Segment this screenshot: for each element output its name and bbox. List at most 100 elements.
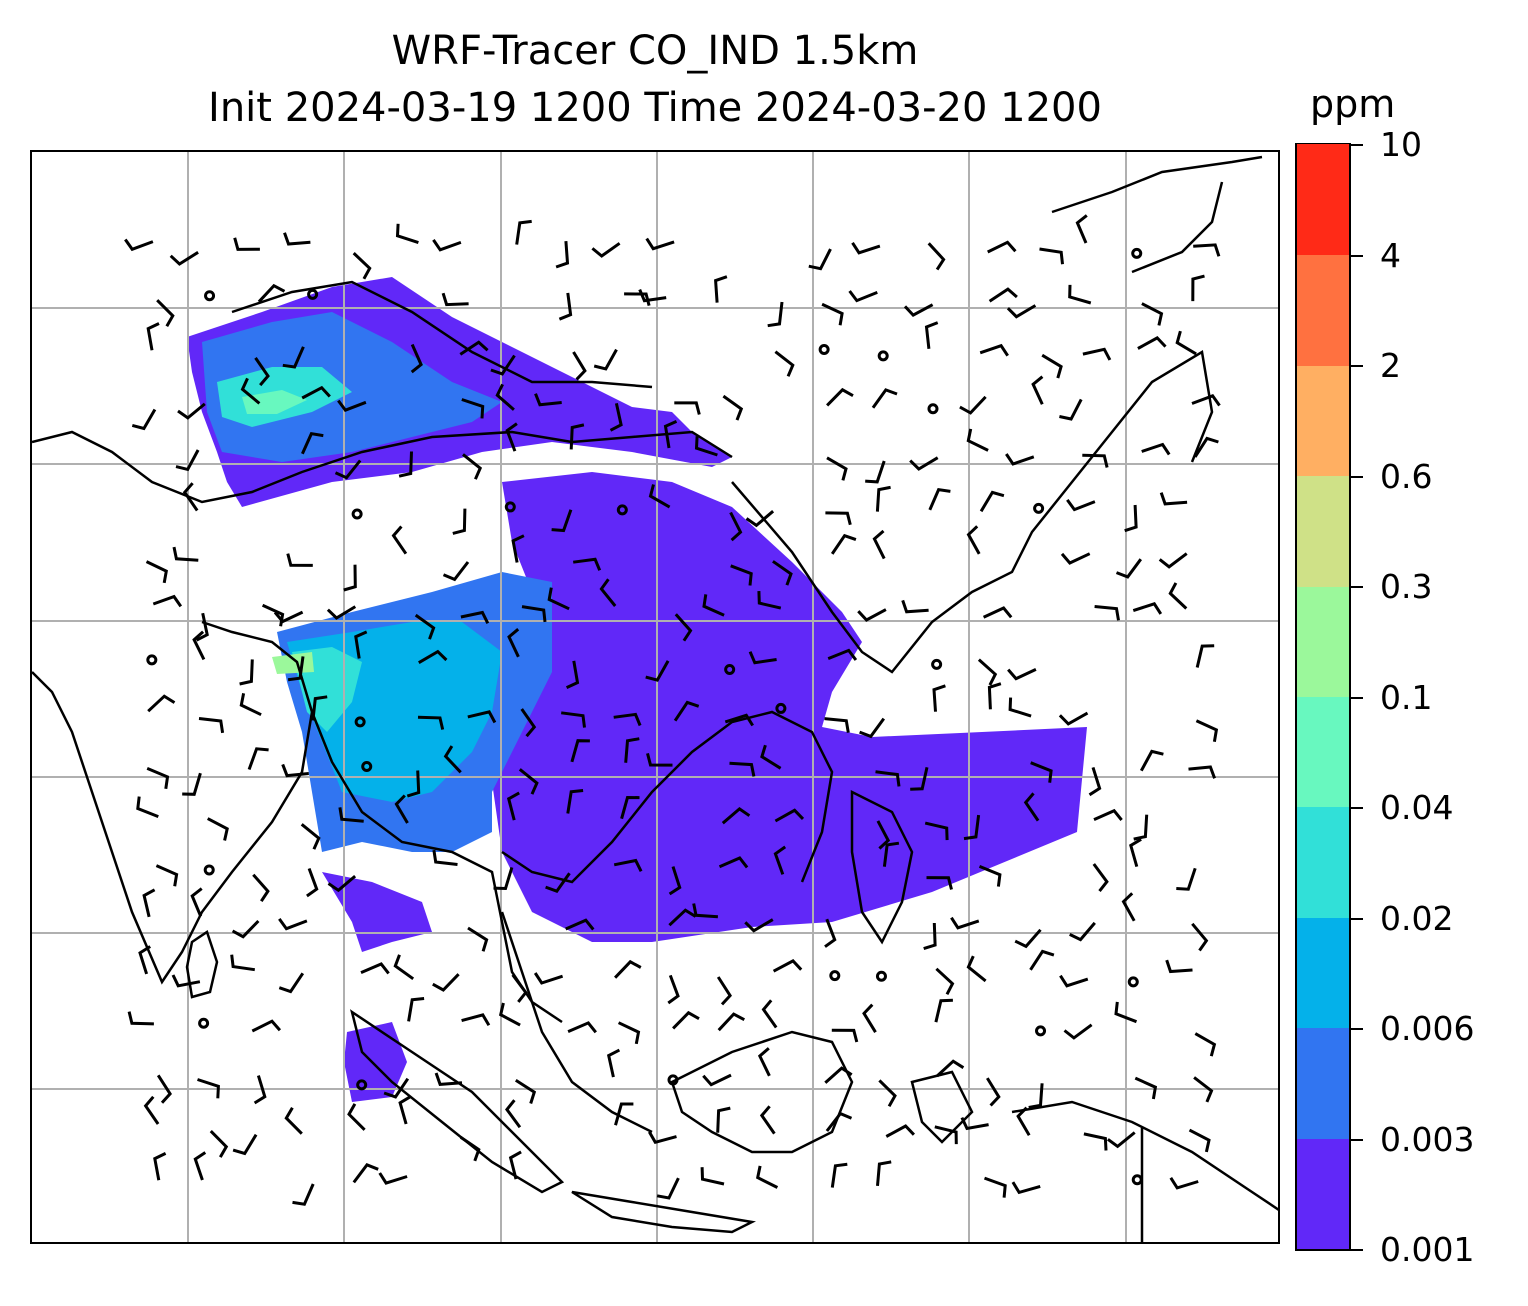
wind-barb: [667, 974, 680, 1005]
wind-barb: [1058, 711, 1089, 726]
wind-barb: [966, 955, 987, 983]
wind-barb: [774, 350, 795, 377]
wind-barb: [825, 511, 852, 526]
wind-barb: [876, 820, 891, 850]
wind-barb: [169, 251, 199, 266]
wind-barb: [1132, 602, 1163, 615]
wind-barb: [1195, 644, 1215, 668]
wind-barb: [872, 529, 886, 560]
wind-barb: [573, 557, 602, 571]
wind-barb: [282, 346, 305, 369]
wind-barb: [876, 1160, 892, 1187]
malay-peninsula: [500, 911, 653, 1134]
wind-barb: [171, 974, 201, 988]
calm-wind-marker: [1127, 976, 1139, 988]
wind-barb: [928, 488, 951, 511]
wind-barb: [1029, 949, 1055, 971]
wind-barb: [1023, 792, 1040, 822]
wind-barb: [514, 1078, 537, 1104]
wind-barb: [570, 739, 590, 763]
wind-barb: [772, 959, 803, 973]
wind-barb: [511, 973, 528, 1003]
calm-wind-marker: [875, 970, 887, 982]
wind-barb: [193, 1151, 207, 1181]
wind-barb: [606, 1048, 621, 1078]
wind-barb: [656, 1177, 680, 1200]
colorbar-tick-label: 0.6: [1380, 456, 1433, 496]
map-panel[interactable]: [30, 150, 1280, 1244]
wind-barb: [1094, 605, 1120, 621]
wind-barb: [153, 1152, 167, 1181]
wind-barb: [1005, 453, 1035, 466]
wind-barb: [624, 292, 651, 306]
wind-barb: [648, 1131, 677, 1145]
wind-barb: [378, 1172, 408, 1185]
wind-barb: [1139, 749, 1164, 772]
calm-wind-marker: [667, 1074, 679, 1086]
wind-barb: [155, 864, 179, 887]
wind-barb: [808, 248, 832, 271]
wind-barb: [674, 613, 693, 642]
wind-barb: [432, 849, 458, 866]
colorbar-segment: [1297, 917, 1349, 1029]
calm-wind-marker: [877, 350, 889, 362]
wind-barb: [960, 1116, 989, 1131]
plume-north-inner: [202, 312, 502, 462]
wind-barb: [950, 916, 980, 930]
wind-barb: [301, 432, 324, 455]
colorbar-tick-label: 0.3: [1380, 567, 1433, 606]
india-coast: [32, 620, 314, 985]
wind-barb: [875, 770, 901, 787]
wind-barb: [757, 591, 782, 610]
wind-barb: [467, 710, 497, 724]
wind-barb: [131, 408, 157, 431]
wind-barb: [414, 613, 436, 640]
calm-wind-marker: [351, 508, 363, 520]
wind-barb: [978, 865, 1002, 887]
wind-barb: [326, 605, 357, 620]
wind-barb: [195, 612, 209, 642]
wind-barb: [1063, 1023, 1093, 1040]
wind-barb: [283, 232, 311, 246]
wind-barb: [398, 1095, 412, 1125]
wind-barb: [830, 533, 857, 555]
plume-central: [492, 472, 1087, 942]
calm-wind-marker: [1131, 1174, 1143, 1186]
plume-west-peak: [272, 652, 314, 674]
wind-barb: [230, 954, 256, 972]
wind-barb: [859, 717, 886, 739]
wind-barb: [1175, 330, 1197, 356]
wind-barb: [547, 587, 570, 611]
wind-barb: [190, 887, 203, 917]
wind-barb: [1191, 274, 1205, 302]
wind-barb: [182, 482, 199, 512]
wind-barb: [209, 1130, 229, 1158]
wind-barb: [257, 283, 286, 303]
wind-barb: [432, 239, 462, 252]
wind-barb: [645, 237, 675, 251]
wind-barb: [702, 594, 725, 617]
wind-barb: [572, 351, 587, 381]
colorbar-segment: [1297, 1027, 1349, 1139]
chart-title-line2: Init 2024-03-19 1200 Time 2024-03-20 120…: [208, 85, 1102, 131]
wind-barb: [240, 377, 261, 405]
wind-barb: [663, 420, 678, 449]
wind-barb: [767, 301, 784, 328]
wind-barb: [773, 845, 787, 875]
calm-wind-marker: [307, 288, 319, 300]
wind-barb: [252, 873, 270, 903]
wind-barb: [156, 299, 175, 327]
wind-barb: [460, 610, 490, 624]
wind-barb: [278, 918, 308, 931]
wind-barb: [231, 919, 260, 939]
wind-barb: [878, 1079, 897, 1108]
wind-barb: [521, 605, 547, 623]
wind-barb: [395, 223, 419, 245]
wind-barb: [232, 1133, 258, 1156]
wind-barb: [406, 770, 421, 798]
wind-barb: [668, 866, 682, 896]
wind-barb: [442, 561, 470, 582]
colorbar-tick-label: 0.04: [1380, 788, 1454, 827]
calm-wind-marker: [724, 664, 736, 676]
wind-barb: [609, 402, 623, 432]
